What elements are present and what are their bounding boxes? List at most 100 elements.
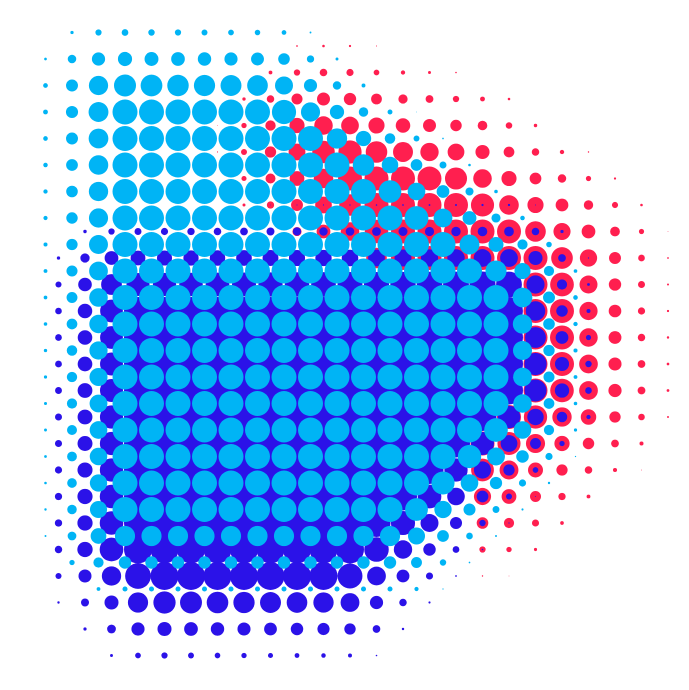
dot [291, 93, 303, 105]
dot [556, 305, 568, 317]
dot [140, 74, 163, 97]
dot [457, 391, 482, 416]
dot [351, 258, 376, 284]
dot [586, 494, 591, 499]
dot [139, 126, 164, 151]
dot [638, 228, 645, 235]
dot [264, 146, 277, 158]
dot [407, 527, 426, 545]
dot [171, 556, 185, 569]
dot [319, 227, 328, 236]
dot [586, 414, 591, 420]
dot [516, 450, 529, 463]
dot [139, 444, 164, 469]
dot [417, 166, 442, 191]
dot [112, 391, 138, 416]
dot [449, 516, 463, 530]
dot [457, 338, 482, 363]
dot [585, 387, 592, 394]
dot [535, 496, 536, 497]
dot [77, 383, 93, 398]
dot [481, 203, 484, 207]
dot [271, 152, 297, 178]
cyan-dots [43, 29, 578, 592]
dot [112, 205, 138, 231]
dot [218, 470, 244, 496]
dot [112, 497, 138, 522]
dot [44, 508, 47, 511]
dot [89, 341, 108, 360]
dot [351, 417, 376, 443]
dot [296, 204, 298, 206]
dot [442, 588, 444, 590]
dot [192, 391, 217, 416]
dot [351, 497, 376, 522]
dot [83, 627, 87, 631]
dot [358, 107, 369, 117]
dot [89, 367, 108, 387]
dot [224, 52, 238, 66]
dot [187, 227, 195, 236]
dot [230, 562, 258, 590]
dot [214, 652, 221, 659]
dot [573, 401, 578, 406]
dot [43, 83, 48, 88]
dot [368, 117, 385, 134]
dot [527, 408, 544, 426]
dot [43, 322, 48, 326]
dot [431, 471, 455, 495]
dot [220, 525, 242, 547]
dot [218, 258, 244, 284]
dot [270, 204, 271, 206]
dot [324, 364, 350, 390]
dot [372, 227, 381, 236]
dot [404, 285, 429, 310]
dot [113, 74, 137, 97]
dot [54, 439, 63, 448]
dot [501, 170, 517, 187]
dot [43, 375, 48, 379]
dot [183, 250, 199, 266]
dot [531, 227, 540, 236]
dot [167, 74, 189, 97]
dot [242, 97, 246, 101]
dot [165, 444, 191, 469]
dot [404, 364, 429, 390]
dot [192, 258, 217, 284]
dot [525, 301, 546, 321]
dot [112, 152, 138, 178]
dot [584, 466, 593, 474]
dot [355, 130, 372, 147]
dot [89, 288, 108, 307]
dot [275, 76, 293, 95]
dot [245, 179, 270, 204]
dot [513, 367, 532, 387]
dot [481, 548, 484, 551]
dot [89, 474, 108, 492]
dot [637, 333, 646, 342]
dot [112, 99, 138, 125]
dot [404, 206, 429, 230]
dot [573, 348, 578, 353]
dot [233, 591, 255, 614]
dot [44, 57, 47, 61]
dot [377, 338, 403, 363]
dot [245, 470, 270, 496]
dot [66, 371, 78, 383]
dot [485, 260, 507, 282]
dot [332, 81, 342, 90]
dot [315, 249, 332, 267]
dot [43, 348, 48, 353]
dot [425, 572, 434, 580]
dot [65, 105, 79, 119]
dot [139, 364, 164, 390]
dot [639, 441, 644, 446]
dot [433, 208, 453, 228]
dot [377, 444, 403, 469]
dot [89, 421, 108, 439]
dot [411, 557, 422, 568]
dot [423, 119, 436, 132]
dot [369, 595, 384, 610]
dot [666, 362, 670, 366]
dot [271, 311, 297, 337]
